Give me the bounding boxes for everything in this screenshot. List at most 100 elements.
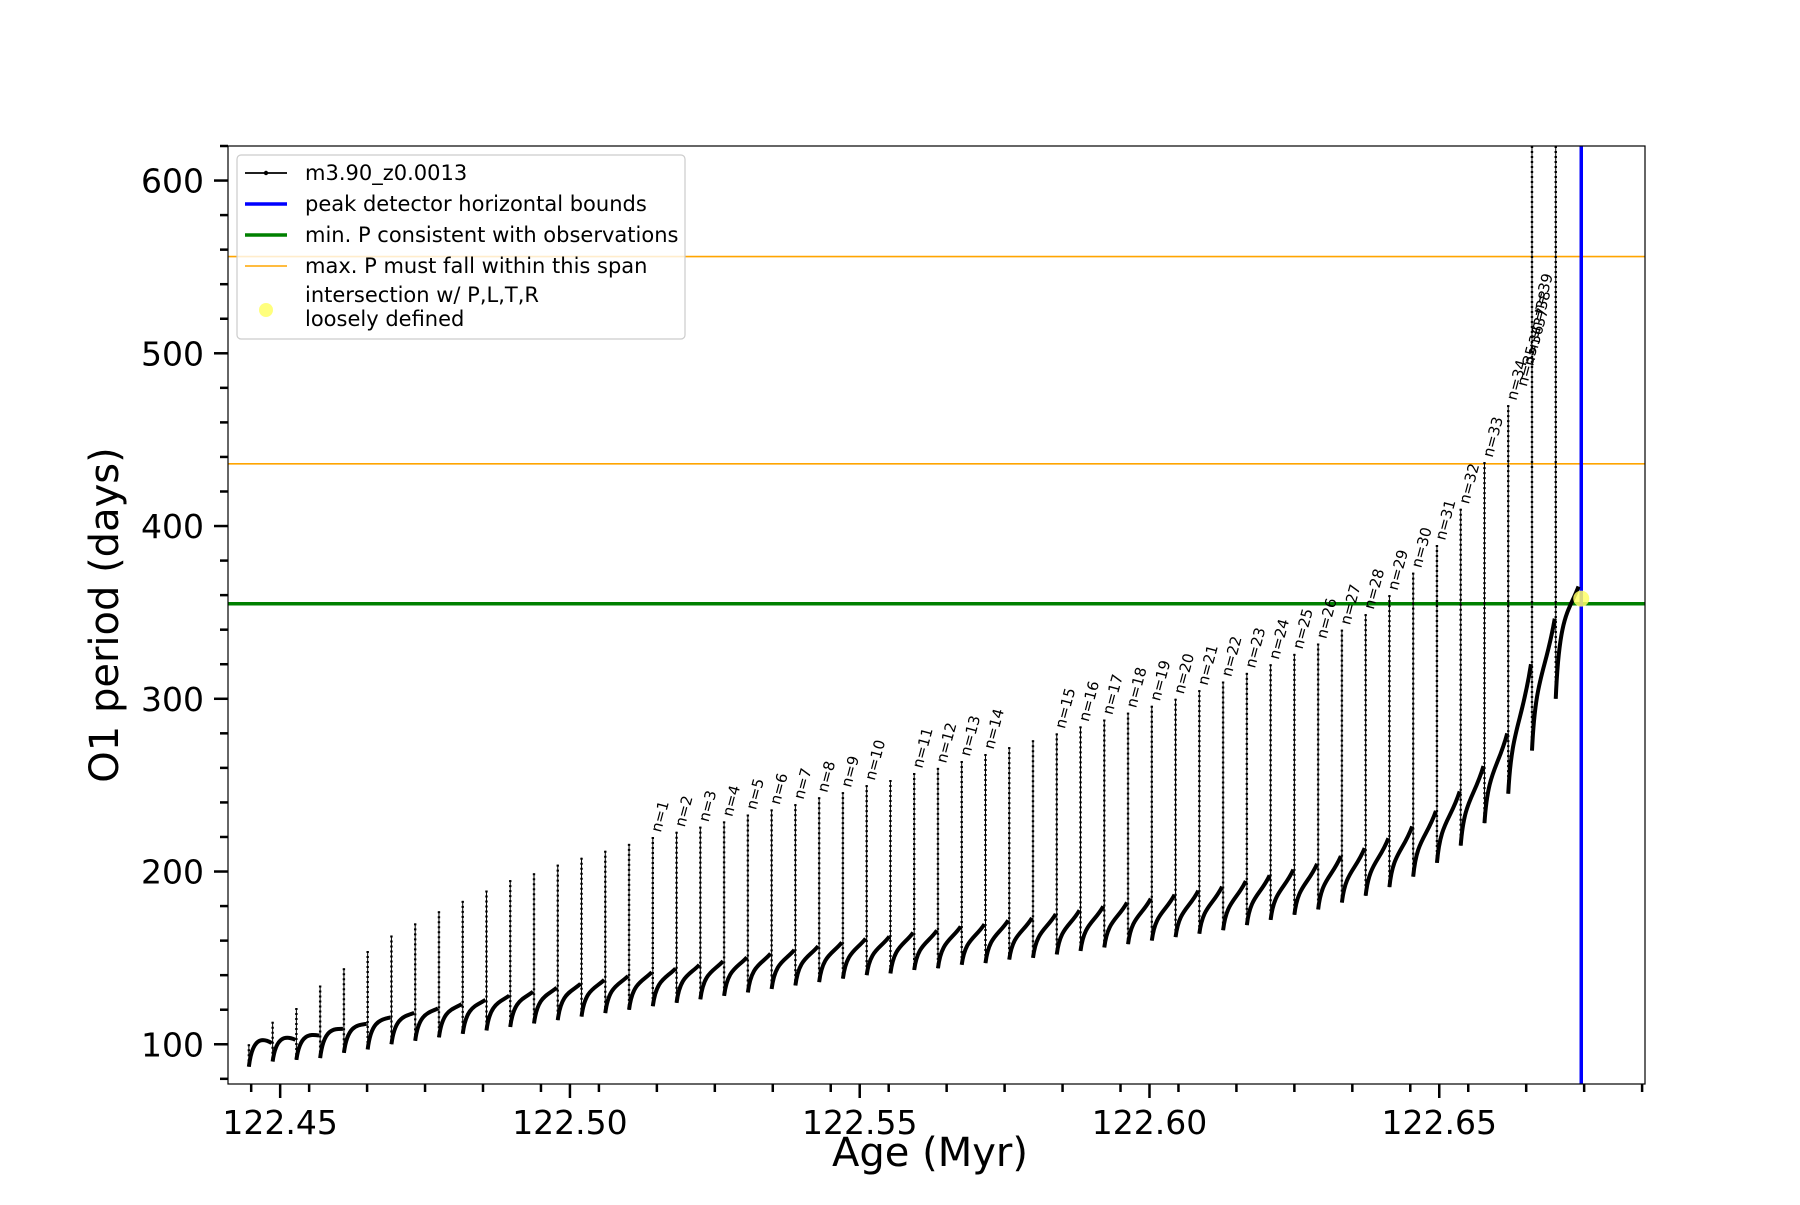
cycle-label: n=5	[742, 776, 768, 811]
legend-label: loosely defined	[305, 307, 464, 331]
pulse-cycle-arc	[1339, 847, 1367, 903]
y-tick-label: 100	[141, 1025, 204, 1064]
cycle-label: n=25	[1289, 606, 1317, 650]
pulse-cycle-arc	[698, 959, 725, 1000]
pulse-cycle-arc	[1173, 889, 1201, 938]
pulse-cycle-arc	[1292, 862, 1319, 915]
plot-frame	[227, 145, 1646, 1085]
pulse-cycle-arc	[840, 937, 868, 979]
pulse-cycle-arc	[627, 970, 654, 1010]
pulse-cycle-arc	[983, 919, 1010, 964]
cycle-label: n=1	[647, 799, 673, 834]
y-tick-label: 300	[141, 680, 204, 719]
cycle-label: n=21	[1194, 643, 1222, 687]
cycle-label: n=15	[1051, 686, 1079, 730]
plot-border	[227, 145, 1646, 1085]
pulse-cycle-arc	[1149, 893, 1177, 941]
pulse-cycle-arc	[1529, 618, 1557, 751]
cycle-label: n=31	[1431, 498, 1459, 542]
y-axis-title: O1 period (days)	[82, 447, 128, 782]
cycle-label: n=32	[1455, 461, 1483, 505]
pulse-cycle-arc	[460, 998, 487, 1035]
y-tick-label: 400	[141, 507, 204, 546]
cycle-label: n=17	[1099, 672, 1127, 716]
axis-ticks: 122.45 122.50 122.55 122.60 122.65 100 200 300 4…	[141, 144, 1644, 1142]
pulse-cycle-arc	[745, 952, 773, 993]
cycle-label: n=10	[861, 738, 889, 782]
pulse-cycle-arc	[1007, 916, 1034, 960]
cycle-label: n=24	[1265, 617, 1293, 661]
legend-label: min. P consistent with observations	[305, 223, 678, 247]
pulse-cycle-arc	[1126, 897, 1153, 945]
pulse-cycle-arc	[722, 955, 749, 997]
x-tick-label: 122.60	[1092, 1103, 1207, 1142]
pulse-cycle-arc	[1197, 885, 1224, 934]
pulse-cycle-arc	[270, 1035, 297, 1062]
pulse-cycle-arc	[912, 929, 939, 971]
pulse-cycle-arc	[864, 935, 892, 976]
annotation-labels: n=1n=2n=3n=4n=5n=6n=7n=8n=9n=10 n=11n=12n…	[647, 271, 1557, 834]
cycle-label: n=4	[719, 783, 745, 818]
cycle-label: n=16	[1075, 679, 1103, 723]
pulse-cycle-arc	[959, 923, 987, 966]
y-tick-label: 200	[141, 853, 204, 892]
cycle-label: n=30	[1408, 525, 1436, 569]
legend-label: peak detector horizontal bounds	[305, 192, 647, 216]
x-tick-label: 122.45	[222, 1103, 337, 1142]
pulse-cycle-arc	[1221, 880, 1248, 931]
pulse-cycle-arc	[365, 1015, 391, 1050]
cycle-label: n=6	[766, 771, 792, 806]
cycle-label: n=22	[1218, 634, 1246, 678]
pulse-cycle-arc	[793, 944, 820, 986]
pulse-cycle-arc	[1031, 913, 1058, 959]
cycle-label: n=29	[1384, 548, 1412, 592]
pulse-cycle-arc	[1363, 837, 1391, 896]
pulse-cycle-arc	[246, 1038, 273, 1067]
pulse-cycle-arc	[1434, 790, 1462, 864]
cycle-label: n=8	[814, 759, 840, 794]
cycle-label: n=18	[1123, 665, 1151, 709]
legend-handle-marker	[263, 170, 269, 176]
cycle-label: n=20	[1170, 651, 1198, 695]
legend-handle-marker-yellow	[259, 303, 273, 317]
period-track	[246, 146, 1590, 1067]
pulse-cycle-arc	[484, 993, 511, 1031]
pulse-cycle-arc	[1102, 901, 1129, 948]
pulse-cycle-arc	[1244, 874, 1272, 926]
pulse-cycle-arc	[817, 941, 844, 983]
cycle-label: n=14	[980, 707, 1008, 751]
pulse-cycle-arc	[341, 1021, 367, 1054]
cycle-label: n=33	[1479, 415, 1507, 459]
x-tick-label: 122.50	[512, 1103, 627, 1142]
legend-box	[236, 154, 686, 340]
pulse-cycle-arc	[1387, 825, 1415, 888]
legend-label: intersection w/ P,L,T,R	[305, 283, 539, 307]
pulse-cycle-arc	[603, 974, 630, 1014]
pulse-cycle-arc	[579, 978, 606, 1017]
pulse-cycle-arc	[389, 1011, 415, 1045]
pulse-cycle-arc	[1268, 868, 1296, 921]
pulse-cycle-arc	[935, 925, 963, 969]
pulse-cycle-arc	[1458, 765, 1486, 846]
pulse-cycle-arc	[769, 948, 796, 990]
pulse-cycle-arc	[294, 1033, 320, 1061]
legend-label: max. P must fall within this span	[305, 254, 647, 278]
x-axis-title: Age (Myr)	[832, 1130, 1028, 1176]
pulse-cycle-arc	[1482, 732, 1510, 824]
pulse-cycle-arc	[650, 967, 678, 1007]
pulse-cycle-arc	[674, 963, 701, 1004]
x-tick-label: 122.65	[1382, 1103, 1497, 1142]
intersection-marker	[1573, 590, 1590, 607]
pulse-cycle-arc	[532, 986, 559, 1024]
cycle-label: n=11	[909, 726, 937, 770]
pulse-cycle-arc	[1316, 855, 1343, 910]
cycle-label: n=19	[1146, 658, 1174, 702]
pulse-cycle-arc	[1078, 905, 1106, 952]
pulse-cycle-arc	[318, 1026, 343, 1059]
cycle-label: n=3	[695, 788, 721, 823]
pulse-cycle-arc	[413, 1006, 439, 1042]
cycle-label: n=7	[790, 766, 816, 801]
